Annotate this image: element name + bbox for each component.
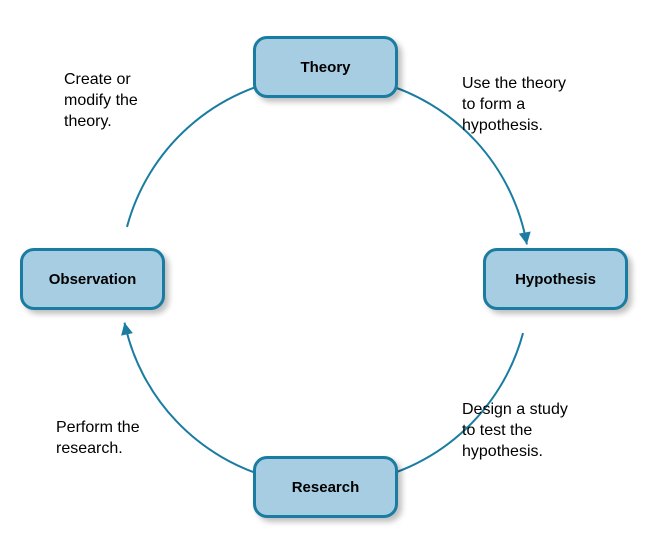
node-hypothesis: Hypothesis — [483, 248, 628, 310]
node-research: Research — [253, 456, 398, 518]
node-observation: Observation — [20, 248, 165, 310]
lbl-obs-theory: Create ormodify thetheory. — [64, 70, 138, 132]
lbl-hyp-research: Design a studyto test thehypothesis. — [462, 400, 568, 462]
arc-theory-hypothesis — [127, 77, 296, 227]
arrowhead-research — [519, 232, 531, 245]
arrowhead-theory — [121, 323, 133, 336]
arc-observation-theory — [124, 323, 271, 478]
cycle-diagram: Theory Hypothesis Research Observation Use t… — [0, 0, 649, 558]
node-theory: Theory — [253, 36, 398, 98]
lbl-theory-hyp: Use the theoryto form ahypothesis. — [462, 74, 566, 136]
lbl-research-obs: Perform theresearch. — [56, 418, 140, 460]
